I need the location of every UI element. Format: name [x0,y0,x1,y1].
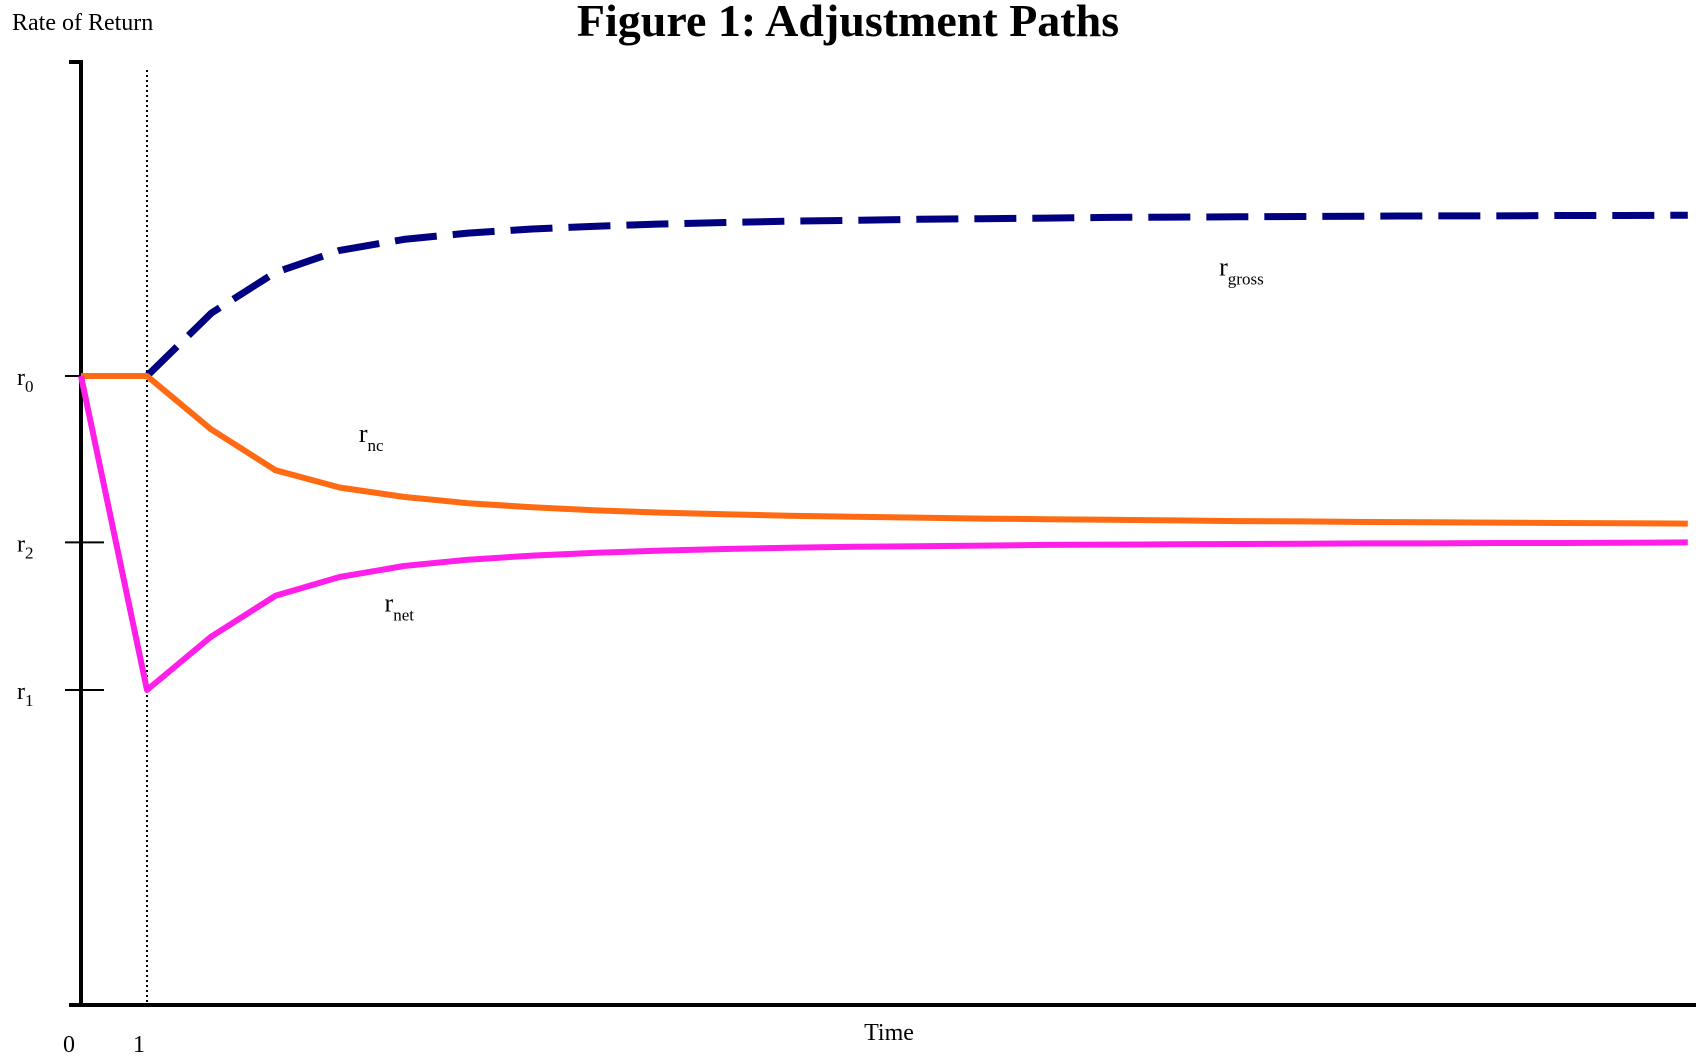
series-label-layer: rgross rnc rnet [359,253,1264,625]
axes [69,60,1696,1007]
y-tick-label: r0 [17,365,34,396]
series-line-net [78,375,1688,693]
y-tick-label: r2 [17,531,34,562]
series-layer [78,211,1688,693]
series-label-net: rnet [385,589,415,625]
x-tick-label: 1 [133,1032,145,1058]
y-tick-label: r1 [17,679,34,710]
series-line-gross [144,211,1688,379]
chart-title: Figure 1: Adjustment Paths [577,0,1119,46]
y-axis-title: Rate of Return [12,10,153,36]
x-axis-title: Time [864,1020,914,1046]
series-line-nc [81,373,1688,527]
x-tick-label: 0 [63,1032,75,1058]
series-label-gross: rgross [1219,253,1264,289]
series-label-nc: rnc [359,419,384,455]
tick-layer: 0 1 r0 r2 r1 [17,365,145,1058]
